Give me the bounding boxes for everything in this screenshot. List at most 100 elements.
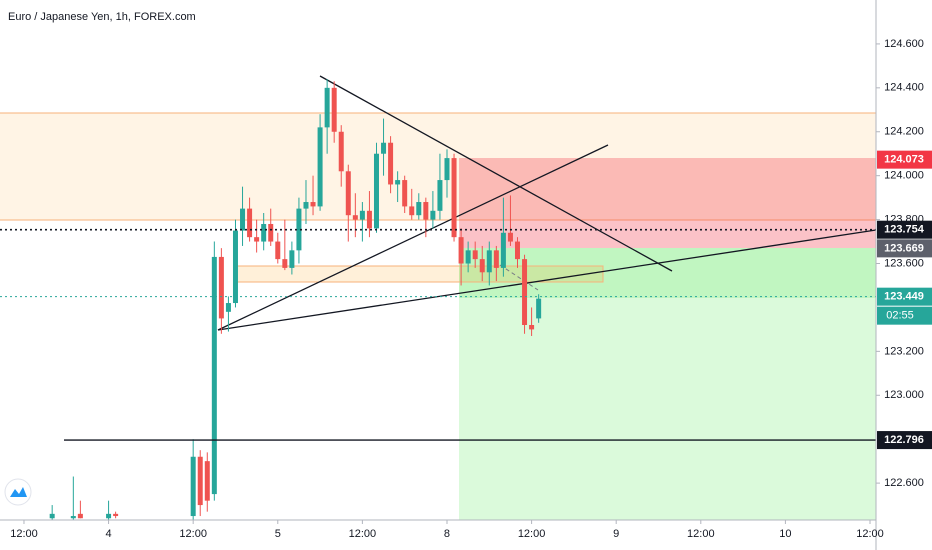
x-tick-label: 12:00 — [349, 528, 377, 540]
candle-body — [254, 237, 260, 242]
price-label: 122.796 — [884, 434, 924, 446]
x-tick-label: 12:00 — [518, 528, 546, 540]
price-label: 123.754 — [884, 224, 925, 236]
candle-body — [211, 256, 217, 495]
candle-body — [225, 303, 231, 312]
candle-body — [261, 223, 267, 242]
candle-body — [514, 241, 520, 260]
countdown: 02:55 — [886, 310, 914, 322]
candle-body — [402, 180, 408, 207]
price-label: 123.669 — [884, 242, 924, 254]
price-label: 124.073 — [884, 154, 924, 166]
candle-body — [451, 158, 457, 238]
price-label-bg — [877, 287, 932, 306]
candle-body — [331, 87, 337, 132]
trend-line — [319, 75, 673, 272]
x-tick-label: 5 — [275, 528, 281, 540]
trend-line — [217, 144, 609, 331]
candle-body — [388, 142, 394, 185]
candle-body — [444, 158, 450, 181]
candle-body — [324, 87, 330, 128]
candle-body — [465, 250, 471, 264]
drawings — [0, 75, 877, 520]
candle-body — [423, 202, 429, 220]
candle-body — [409, 206, 415, 216]
candle-body — [204, 461, 210, 501]
candle-body — [373, 153, 379, 229]
candle-body — [345, 171, 351, 216]
candle-body — [77, 513, 83, 519]
candle-body — [472, 250, 478, 260]
candle-body — [282, 259, 288, 268]
candle-body — [416, 202, 422, 216]
y-tick-label: 123.000 — [884, 389, 924, 401]
price-label-bg — [877, 220, 932, 239]
candle-body — [486, 250, 492, 273]
x-tick-label: 8 — [444, 528, 450, 540]
candle-body — [268, 223, 274, 242]
candle-body — [437, 180, 443, 211]
x-tick-label: 10 — [779, 528, 791, 540]
price-label-bg — [877, 150, 932, 169]
x-tick-label: 12:00 — [179, 528, 207, 540]
candle-body — [310, 202, 316, 207]
x-tick-label: 9 — [613, 528, 619, 540]
candle-body — [479, 259, 485, 273]
y-tick-label: 123.600 — [884, 257, 924, 269]
candle-body — [395, 180, 401, 185]
candle-body — [49, 513, 55, 519]
candle-body — [247, 208, 253, 238]
y-tick-label: 124.600 — [884, 38, 924, 50]
candle-body — [303, 202, 309, 209]
candle-body — [500, 232, 506, 268]
target-zone — [459, 248, 876, 298]
path-line — [499, 264, 539, 291]
y-tick-label: 122.600 — [884, 477, 924, 489]
candle-body — [536, 298, 542, 319]
candle-body — [70, 516, 76, 519]
price-label: 123.449 — [884, 291, 924, 303]
countdown-bg — [877, 306, 932, 325]
candle-body — [106, 513, 112, 519]
candle-body — [190, 456, 196, 517]
target-zone — [459, 298, 876, 520]
candle-body — [366, 210, 372, 229]
y-tick-label: 124.200 — [884, 126, 924, 138]
candle-body — [240, 208, 246, 231]
candle-body — [507, 232, 513, 242]
y-tick-label: 123.200 — [884, 345, 924, 357]
candle-body — [381, 142, 387, 154]
x-tick-label: 12:00 — [687, 528, 715, 540]
x-tick-label: 12:00 — [856, 528, 884, 540]
candle-body — [458, 237, 464, 264]
candle-body — [352, 215, 358, 220]
candle-body — [359, 210, 365, 220]
candle-body — [275, 241, 281, 260]
candle-body — [317, 127, 323, 207]
candles — [49, 79, 542, 520]
trend-line — [217, 229, 877, 331]
price-lines — [0, 228, 876, 441]
candle-body — [232, 230, 238, 304]
y-tick-label: 124.000 — [884, 170, 924, 182]
y-tick-label: 124.400 — [884, 82, 924, 94]
candle-body — [296, 208, 302, 251]
x-tick-label: 4 — [106, 528, 112, 540]
chart-title: Euro / Japanese Yen, 1h, FOREX.com — [8, 11, 196, 23]
candle-body — [493, 250, 499, 268]
candle-body — [113, 513, 119, 517]
candle-body — [522, 259, 528, 325]
candle-body — [430, 210, 436, 220]
logo — [4, 478, 32, 506]
candle-body — [289, 250, 295, 268]
candle-body — [529, 325, 535, 330]
price-label-bg — [877, 239, 932, 258]
x-tick-label: 12:00 — [10, 528, 38, 540]
candle-body — [338, 131, 344, 172]
candle-body — [197, 456, 203, 506]
price-label-bg — [877, 431, 932, 450]
candle-body — [218, 256, 224, 319]
